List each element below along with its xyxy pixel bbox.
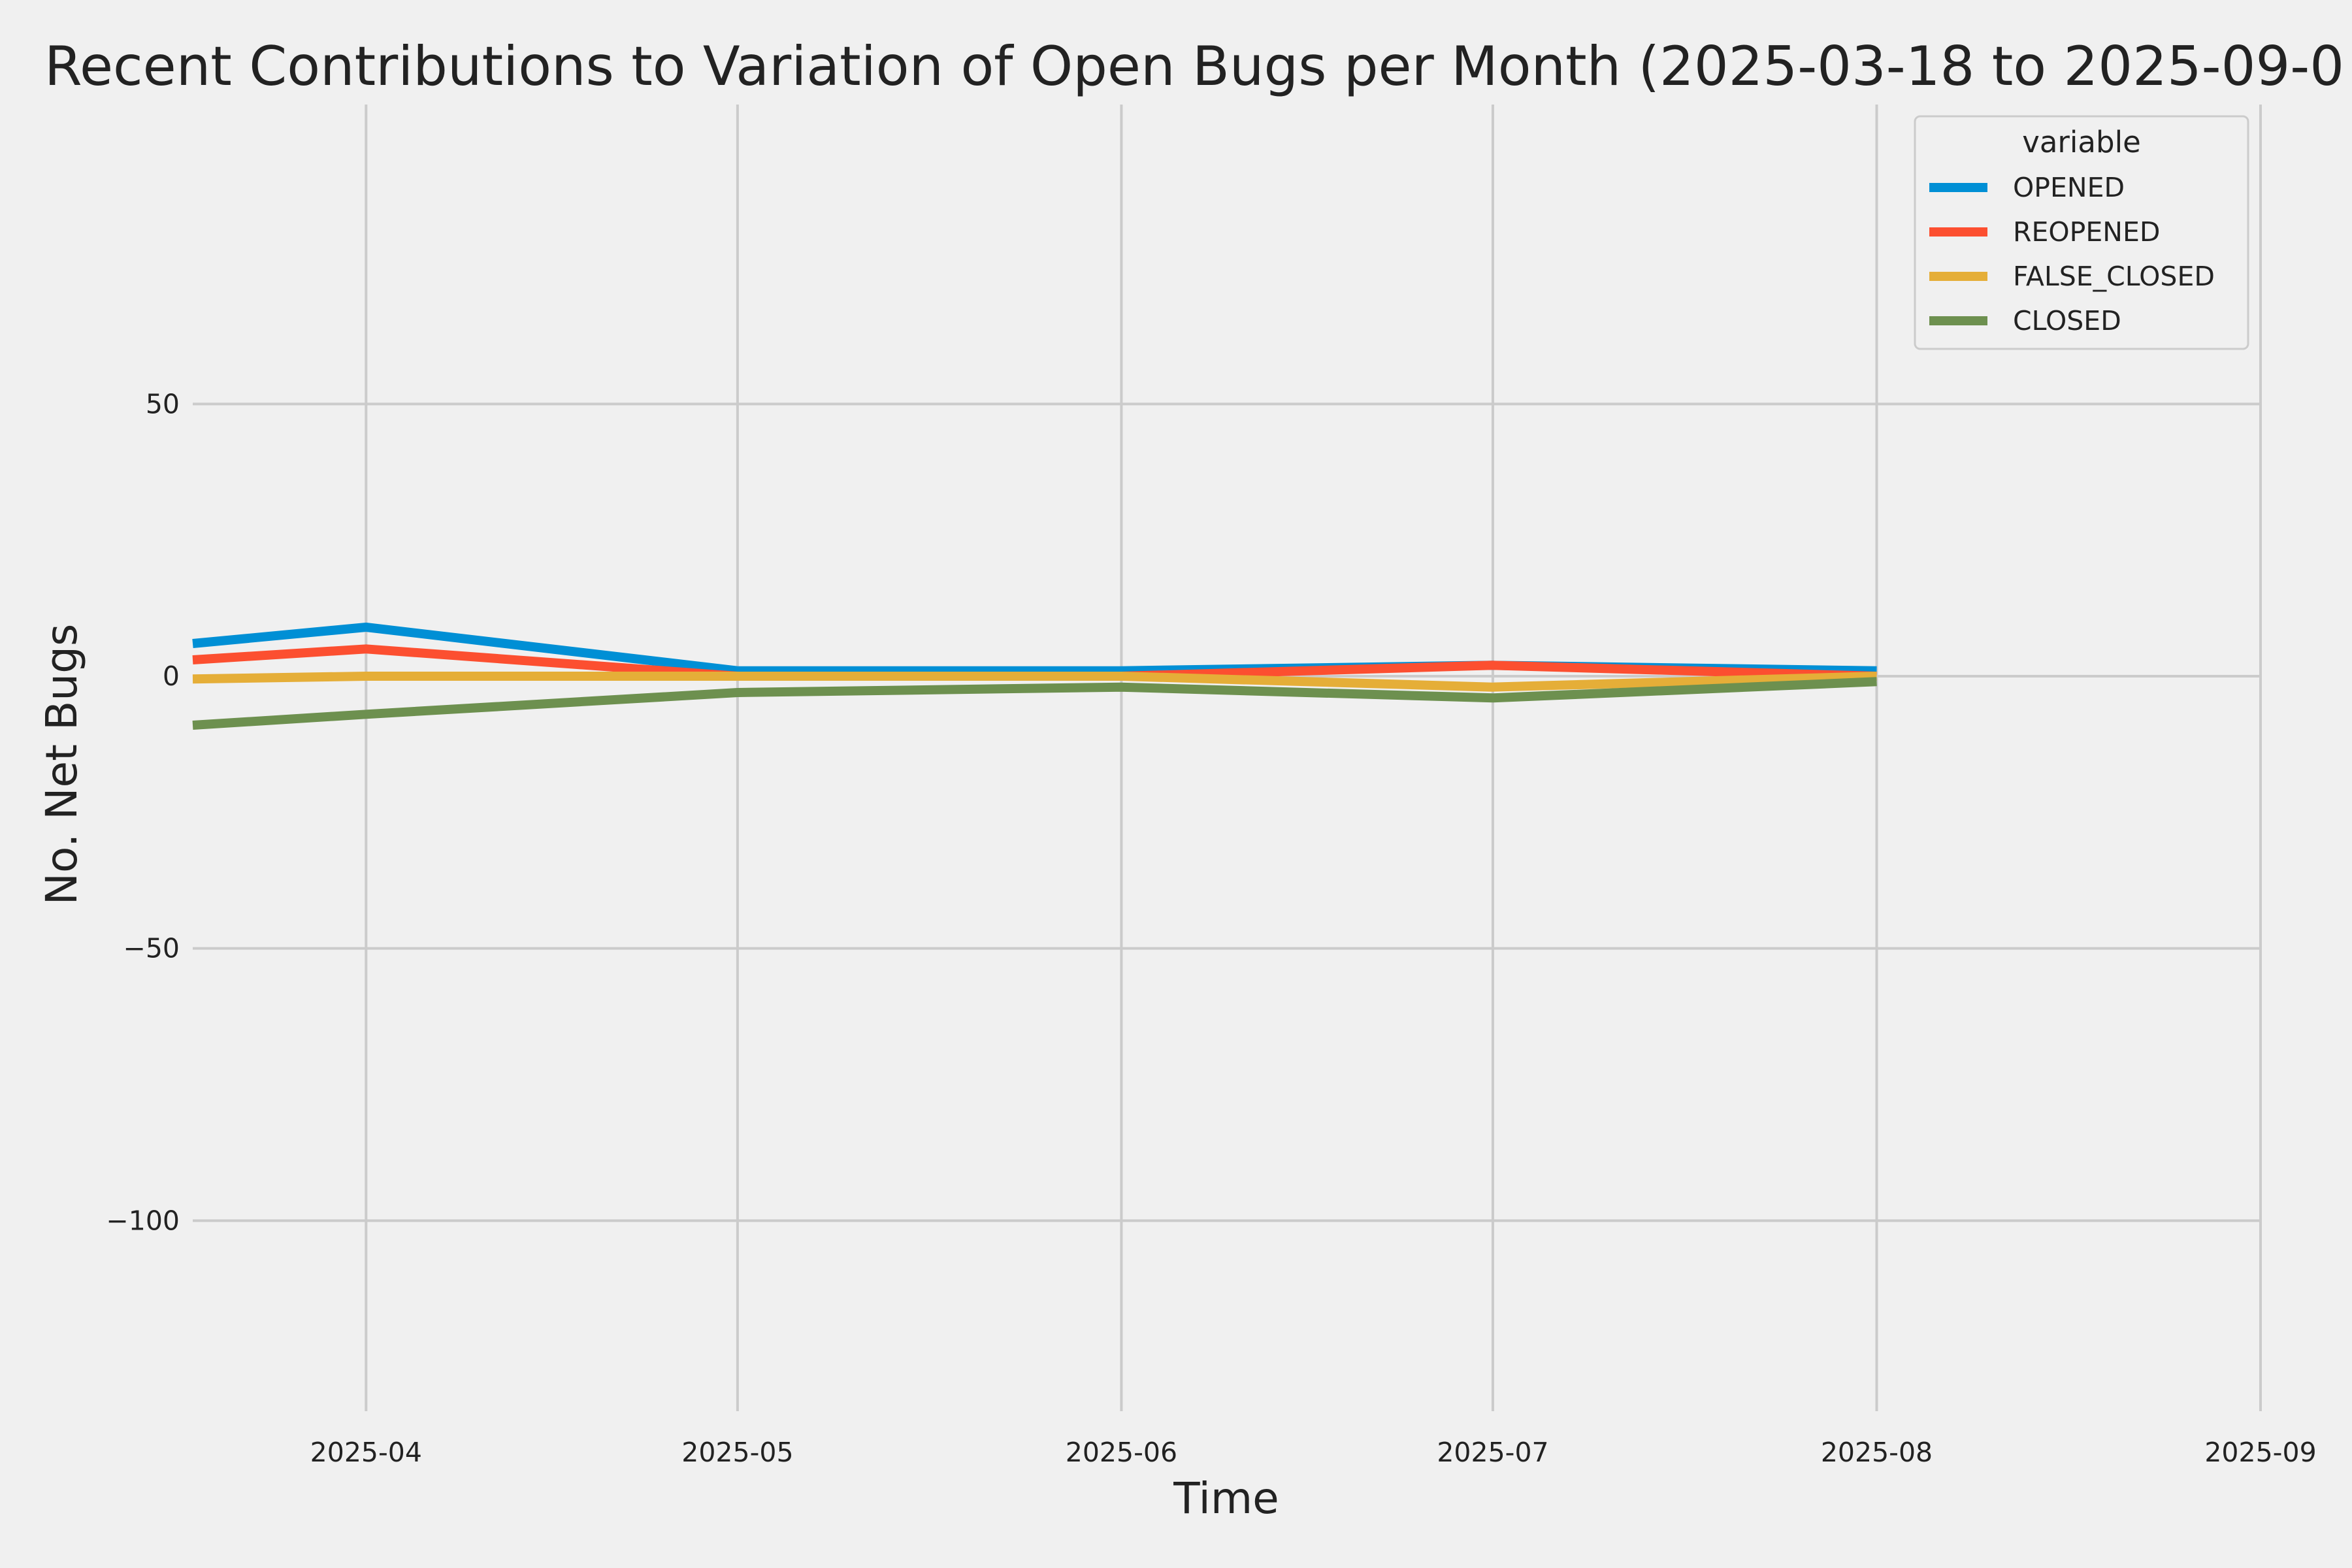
y-tick-label: 0 bbox=[163, 661, 180, 692]
series-line-false-closed bbox=[192, 672, 1877, 692]
y-tick-label: −50 bbox=[123, 933, 180, 964]
y-axis-label: No. Net Bugs bbox=[37, 624, 87, 906]
y-tick-label: 50 bbox=[146, 388, 180, 419]
x-tick-label: 2025-06 bbox=[1066, 1437, 1177, 1468]
legend-label-opened: OPENED bbox=[2013, 172, 2125, 203]
y-tick-label: −100 bbox=[106, 1205, 180, 1236]
legend-title: variable bbox=[2022, 125, 2141, 159]
legend-label-reopened: REOPENED bbox=[2013, 216, 2160, 248]
x-tick-label: 2025-04 bbox=[310, 1437, 422, 1468]
legend-label-closed: CLOSED bbox=[2013, 305, 2121, 336]
series-line-closed bbox=[192, 677, 1877, 730]
x-tick-label: 2025-05 bbox=[681, 1437, 793, 1468]
tick-labels: 2025-04 2025-05 2025-06 2025-07 2025-08 2025-… bbox=[106, 388, 2316, 1468]
legend: variable OPENED REOPENED FALSE_CLOSED CLOSE… bbox=[1914, 115, 2249, 350]
legend-items: OPENED REOPENED FALSE_CLOSED CLOSED bbox=[1929, 172, 2215, 336]
x-tick-label: 2025-07 bbox=[1437, 1437, 1548, 1468]
plot-lines bbox=[192, 623, 1877, 730]
legend-label-false-closed: FALSE_CLOSED bbox=[2013, 261, 2215, 292]
x-axis-label: Time bbox=[1173, 1473, 1279, 1524]
chart-title: Recent Contributions to Variation of Ope… bbox=[44, 35, 2344, 98]
x-tick-label: 2025-08 bbox=[1821, 1437, 1933, 1468]
legend-frame bbox=[1914, 115, 2249, 350]
x-tick-label: 2025-09 bbox=[2204, 1437, 2316, 1468]
